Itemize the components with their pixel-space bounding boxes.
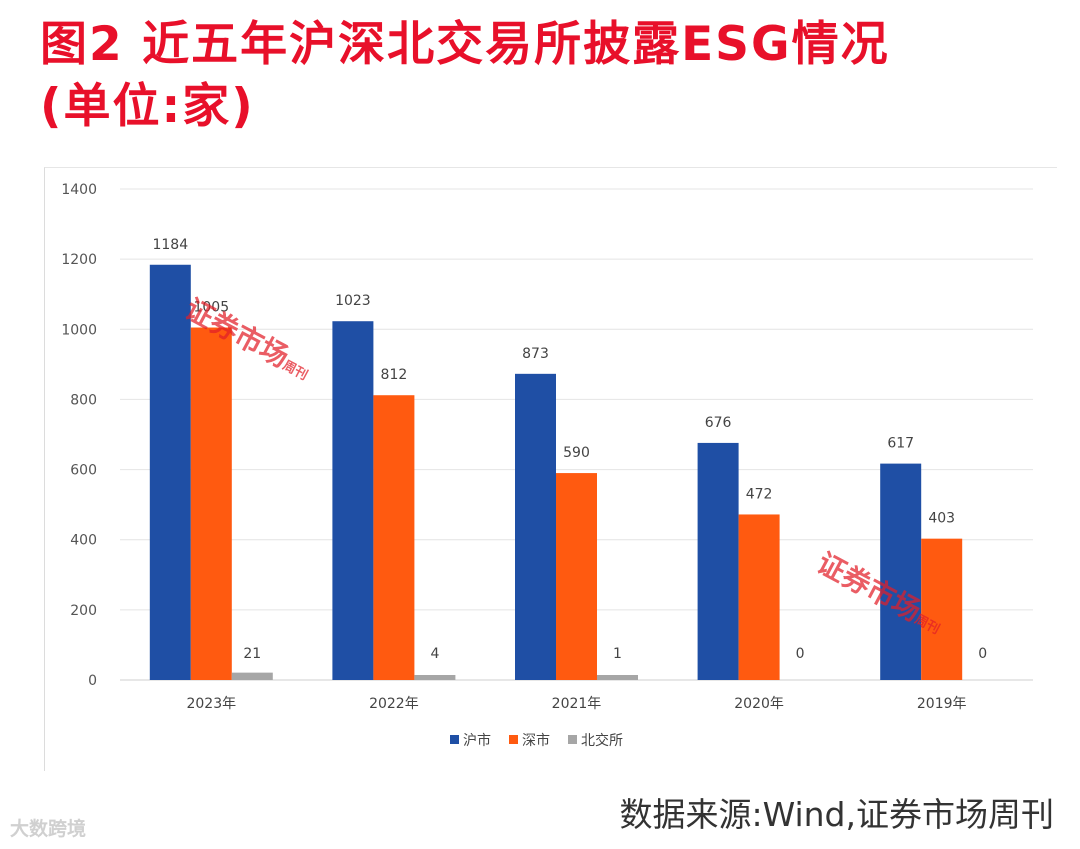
bar-sh — [880, 463, 922, 680]
bar-sz — [190, 327, 232, 680]
y-tick-label: 1400 — [61, 182, 97, 198]
bar-bj — [414, 675, 456, 680]
data-label: 590 — [563, 445, 590, 461]
data-label: 1184 — [152, 237, 188, 253]
chart-area: 0 200 400 600 800 1000 1200 1400 1184 1005 21 2023年… — [44, 167, 1057, 771]
x-tick-label: 2019年 — [917, 696, 967, 712]
bar-sh — [515, 373, 556, 680]
bar-sz — [556, 473, 597, 680]
bar-sz — [373, 395, 415, 680]
legend-label: 沪市 — [463, 732, 491, 749]
legend-swatch — [509, 735, 518, 744]
source-note: 数据来源:Wind,证券市场周刊 — [619, 795, 1054, 834]
data-label: 873 — [522, 346, 549, 362]
title-line-1: 图2 近五年沪深北交易所披露ESG情况 — [40, 17, 890, 72]
data-label: 617 — [887, 436, 914, 452]
y-tick-label: 0 — [88, 673, 97, 689]
watermark-logo: 大数跨境 — [10, 818, 87, 840]
legend-swatch — [450, 735, 459, 744]
data-label: 403 — [928, 511, 955, 527]
y-tick-label: 600 — [70, 463, 97, 479]
bar-bj — [597, 675, 638, 680]
y-tick-label: 1000 — [61, 322, 97, 338]
y-tick-label: 400 — [70, 533, 97, 549]
data-label: 1 — [613, 646, 622, 662]
x-tick-label: 2020年 — [734, 696, 784, 712]
legend-swatch — [568, 735, 577, 744]
x-tick-label: 2021年 — [552, 696, 602, 712]
data-label: 0 — [978, 646, 987, 662]
title-line-2: (单位:家) — [40, 79, 255, 134]
data-label: 1023 — [335, 293, 371, 309]
legend-label: 北交所 — [581, 732, 623, 749]
chart-title: 图2 近五年沪深北交易所披露ESG情况 (单位:家) — [40, 14, 1070, 138]
data-label: 812 — [381, 367, 408, 383]
bar-sz — [921, 538, 963, 680]
bar-chart: 020040060080010001200140011841005212023年… — [61, 182, 1033, 749]
bar-sh — [697, 442, 739, 680]
y-tick-label: 800 — [70, 392, 97, 408]
x-tick-label: 2022年 — [369, 696, 419, 712]
data-label: 676 — [705, 415, 732, 431]
data-label: 4 — [430, 646, 439, 662]
bar-sh — [149, 264, 191, 680]
y-tick-label: 1200 — [61, 252, 97, 268]
data-label: 21 — [243, 646, 261, 662]
data-label: 0 — [796, 646, 805, 662]
bar-sz — [738, 514, 780, 680]
legend-label: 深市 — [522, 732, 550, 749]
data-label: 1005 — [193, 300, 229, 316]
y-tick-label: 200 — [70, 603, 97, 619]
bar-bj — [231, 672, 273, 680]
bar-sh — [332, 321, 374, 680]
data-label: 472 — [746, 486, 773, 502]
x-tick-label: 2023年 — [186, 696, 236, 712]
